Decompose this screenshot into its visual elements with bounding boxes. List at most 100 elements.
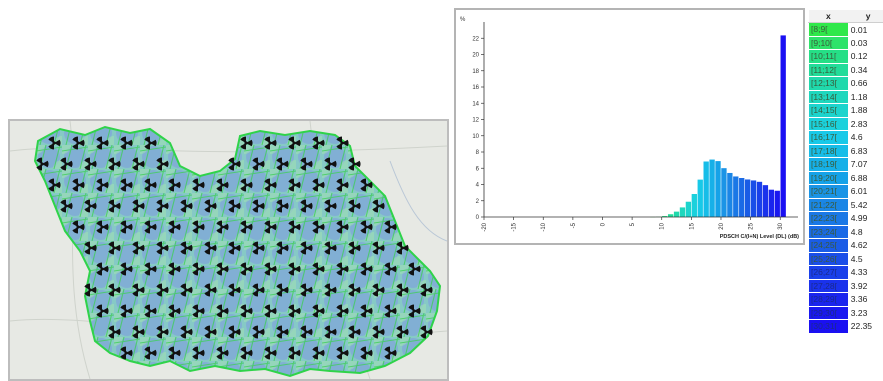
site-icon [252, 283, 265, 297]
table-row[interactable]: [13;14[1.18 [808, 89, 883, 104]
site-icon [300, 325, 313, 339]
table-row[interactable]: [25;26[4.5 [808, 251, 883, 266]
site-icon [288, 262, 301, 276]
site-icon [168, 304, 181, 318]
value-cell: 4.5 [848, 252, 883, 266]
site-icon [108, 325, 121, 339]
site-icon [204, 241, 217, 255]
table-row[interactable]: [12;13[0.66 [808, 76, 883, 91]
table-row[interactable]: [30;31[22.35 [808, 319, 883, 334]
site-icon [156, 199, 169, 213]
x-tick-label: 0 [600, 222, 606, 226]
range-cell: [14;15[ [808, 103, 849, 118]
site-icon [276, 241, 289, 255]
table-row[interactable]: [27;28[3.92 [808, 278, 883, 293]
y-axis-unit: % [460, 17, 466, 23]
site-icon [48, 136, 61, 150]
x-tick-label: 15 [689, 222, 695, 229]
range-cell: [9;10[ [808, 35, 849, 50]
value-cell: 4.99 [848, 211, 883, 225]
table-row[interactable]: [16;17[4.6 [808, 130, 883, 145]
site-icon [240, 178, 253, 192]
site-icon [108, 283, 121, 297]
table-row[interactable]: [11;12[0.34 [808, 62, 883, 77]
x-tick-label: -10 [541, 222, 547, 231]
value-cell: 1.88 [848, 103, 883, 117]
table-row[interactable]: [14;15[1.88 [808, 103, 883, 118]
table-row[interactable]: [17;18[6.83 [808, 143, 883, 158]
site-icon [372, 283, 385, 297]
table-row[interactable]: [18;19[7.07 [808, 157, 883, 172]
value-cell: 0.66 [848, 76, 883, 90]
site-icon [312, 346, 325, 360]
site-icon [312, 262, 325, 276]
y-tick-label: 16 [472, 85, 479, 91]
histogram-bar [750, 180, 757, 217]
value-cell: 5.42 [848, 198, 883, 212]
value-cell: 0.01 [848, 22, 883, 36]
site-icon [384, 262, 397, 276]
range-cell: [22;23[ [808, 211, 849, 226]
site-icon [348, 157, 361, 171]
site-icon [144, 220, 157, 234]
range-cell: [30;31[ [808, 319, 849, 334]
site-icon [204, 199, 217, 213]
table-row[interactable]: [15;16[2.83 [808, 116, 883, 131]
table-row[interactable]: [19;20[6.88 [808, 170, 883, 185]
value-cell: 4.62 [848, 238, 883, 252]
site-icon [84, 157, 97, 171]
table-row[interactable]: [28;29[3.36 [808, 292, 883, 307]
value-cell: 3.92 [848, 279, 883, 293]
range-cell: [26;27[ [808, 265, 849, 280]
table-row[interactable]: [20;21[6.01 [808, 184, 883, 199]
histogram-bar [667, 214, 674, 217]
table-row[interactable]: [21;22[5.42 [808, 197, 883, 212]
site-icon [252, 157, 265, 171]
site-icon [252, 241, 265, 255]
site-icon [252, 325, 265, 339]
column-header-x[interactable]: x [808, 10, 849, 23]
site-icon [276, 199, 289, 213]
value-cell: 22.35 [848, 319, 883, 333]
range-cell: [12;13[ [808, 76, 849, 91]
y-tick-label: 12 [472, 118, 479, 124]
site-icon [228, 283, 241, 297]
table-row[interactable]: [10;11[0.12 [808, 49, 883, 64]
table-row[interactable]: [22;23[4.99 [808, 211, 883, 226]
site-layer [36, 136, 433, 360]
table-row[interactable]: [8;9[0.01 [808, 22, 883, 37]
table-row[interactable]: [23;24[4.8 [808, 224, 883, 239]
site-icon [96, 136, 109, 150]
site-icon [216, 220, 229, 234]
table-row[interactable]: [24;25[4.62 [808, 238, 883, 253]
site-icon [228, 157, 241, 171]
site-icon [36, 157, 49, 171]
site-icon [420, 283, 433, 297]
site-icon [168, 262, 181, 276]
site-icon [144, 346, 157, 360]
site-icon [180, 199, 193, 213]
site-icon [72, 220, 85, 234]
histogram-bar [691, 194, 697, 217]
histogram-bar [662, 216, 668, 217]
site-icon [144, 178, 157, 192]
table-row[interactable]: [9;10[0.03 [808, 35, 883, 50]
site-icon [132, 325, 145, 339]
table-row[interactable]: [29;30[3.23 [808, 305, 883, 320]
site-icon [180, 241, 193, 255]
map-canvas[interactable] [10, 121, 447, 379]
range-cell: [19;20[ [808, 170, 849, 185]
site-icon [72, 178, 85, 192]
site-icon [144, 262, 157, 276]
histogram-bar [703, 161, 709, 217]
table-row[interactable]: [26;27[4.33 [808, 265, 883, 280]
site-icon [372, 325, 385, 339]
site-icon [144, 136, 157, 150]
column-header-y[interactable]: y [848, 10, 883, 23]
coverage-map[interactable] [8, 119, 449, 381]
range-cell: [13;14[ [808, 89, 849, 104]
x-tick-label: -20 [482, 222, 488, 231]
site-icon [252, 199, 265, 213]
histogram-bar [762, 185, 769, 217]
site-icon [300, 157, 313, 171]
